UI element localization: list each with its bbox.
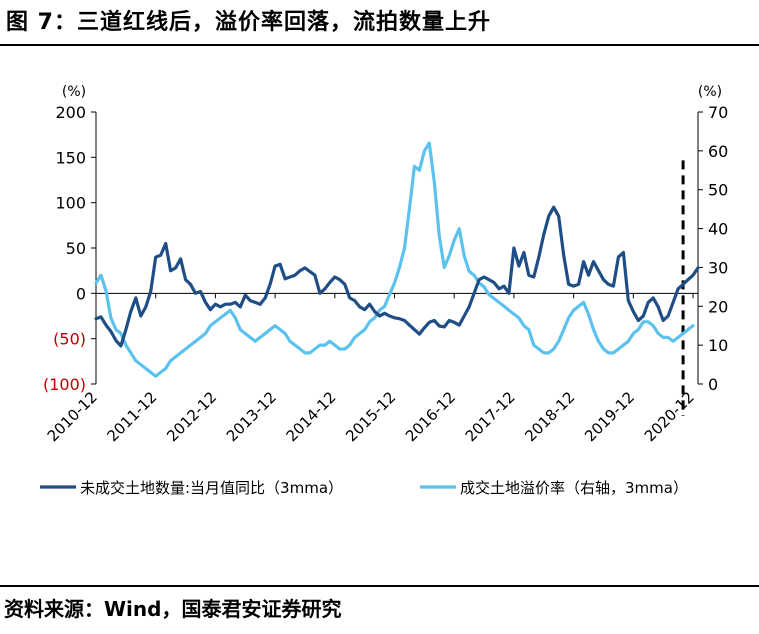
chart: (100) (50) 0 50 100 150 200 0 10 20 30 40 50 60 70 (%) (… — [40, 84, 728, 497]
left-tick-label: 0 — [76, 284, 86, 303]
series-group — [94, 141, 700, 378]
right-axis-unit: (%) — [698, 84, 722, 100]
x-tick-label: 2016-12 — [402, 388, 459, 445]
bottom-rule — [0, 585, 759, 587]
series-line-unsold-land — [94, 205, 700, 348]
x-tick-label: 2018-12 — [521, 388, 578, 445]
right-tick-label: 60 — [708, 142, 728, 161]
series-line-land-premium — [94, 141, 695, 378]
x-tick-label: 2015-12 — [342, 388, 399, 445]
x-tick-label: 2020-12 — [641, 388, 698, 445]
x-tick-label: 2017-12 — [462, 388, 519, 445]
right-tick-label: 10 — [708, 336, 728, 355]
left-axis-unit: (%) — [62, 84, 86, 100]
legend-label-unsold-land: 未成交土地数量:当月值同比（3mma） — [80, 479, 343, 497]
right-tick-label: 50 — [708, 181, 728, 200]
left-tick-label: 100 — [55, 194, 86, 213]
x-tick-label: 2012-12 — [163, 388, 220, 445]
left-tick-label: 150 — [55, 148, 86, 167]
x-tick-label: 2013-12 — [223, 388, 280, 445]
chart-title: 图 7：三道红线后，溢价率回落，流拍数量上升 — [6, 10, 491, 35]
x-tick-label: 2010-12 — [44, 388, 101, 445]
x-tick-label: 2014-12 — [283, 388, 340, 445]
right-tick-label: 40 — [708, 220, 728, 239]
left-tick-label: (100) — [43, 375, 86, 394]
legend: 未成交土地数量:当月值同比（3mma） 成交土地溢价率（右轴，3mma） — [40, 479, 688, 497]
right-tick-label: 30 — [708, 258, 728, 277]
right-tick-label: 0 — [708, 375, 718, 394]
left-tick-label: (50) — [53, 330, 86, 349]
left-tick-label: 50 — [66, 239, 86, 258]
left-tick-label: 200 — [55, 103, 86, 122]
source-note: 资料来源：Wind，国泰君安证券研究 — [4, 597, 342, 621]
x-tick-label: 2011-12 — [103, 388, 160, 445]
x-tick-label: 2019-12 — [581, 388, 638, 445]
right-tick-label: 20 — [708, 297, 728, 316]
right-tick-label: 70 — [708, 103, 728, 122]
legend-label-land-premium: 成交土地溢价率（右轴，3mma） — [460, 479, 688, 497]
top-rule — [0, 44, 759, 46]
